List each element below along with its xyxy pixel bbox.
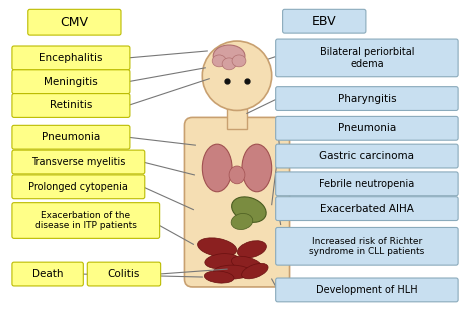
Text: Febrile neutropenia: Febrile neutropenia bbox=[319, 179, 415, 189]
Ellipse shape bbox=[213, 45, 245, 67]
FancyBboxPatch shape bbox=[184, 117, 290, 287]
FancyBboxPatch shape bbox=[28, 9, 121, 35]
FancyBboxPatch shape bbox=[12, 93, 130, 117]
Text: Pneumonia: Pneumonia bbox=[338, 123, 396, 133]
FancyBboxPatch shape bbox=[276, 197, 458, 220]
Text: Development of HLH: Development of HLH bbox=[316, 285, 418, 295]
Text: Prolonged cytopenia: Prolonged cytopenia bbox=[28, 182, 128, 192]
FancyBboxPatch shape bbox=[227, 108, 247, 129]
Text: Pneumonia: Pneumonia bbox=[42, 132, 100, 142]
Ellipse shape bbox=[229, 166, 245, 184]
Text: Death: Death bbox=[32, 269, 64, 279]
Text: Bilateral periorbital
edema: Bilateral periorbital edema bbox=[319, 47, 414, 69]
Text: Increased risk of Richter
syndrome in CLL patients: Increased risk of Richter syndrome in CL… bbox=[309, 236, 425, 256]
Ellipse shape bbox=[212, 55, 226, 67]
FancyBboxPatch shape bbox=[12, 150, 145, 174]
Text: Colitis: Colitis bbox=[108, 269, 140, 279]
Ellipse shape bbox=[205, 254, 239, 269]
Text: Meningitis: Meningitis bbox=[44, 77, 98, 87]
Ellipse shape bbox=[198, 238, 237, 257]
FancyBboxPatch shape bbox=[87, 262, 161, 286]
FancyBboxPatch shape bbox=[276, 39, 458, 77]
FancyBboxPatch shape bbox=[12, 175, 145, 199]
Circle shape bbox=[202, 41, 272, 111]
Text: EBV: EBV bbox=[312, 15, 337, 28]
FancyBboxPatch shape bbox=[276, 172, 458, 196]
Ellipse shape bbox=[231, 256, 262, 272]
Ellipse shape bbox=[237, 241, 266, 258]
Ellipse shape bbox=[213, 265, 251, 279]
Ellipse shape bbox=[242, 144, 272, 192]
FancyBboxPatch shape bbox=[276, 227, 458, 265]
Text: Gastric carcinoma: Gastric carcinoma bbox=[319, 151, 414, 161]
FancyBboxPatch shape bbox=[12, 125, 130, 149]
Text: Transverse myelitis: Transverse myelitis bbox=[31, 157, 126, 167]
Text: Exacerbated AIHA: Exacerbated AIHA bbox=[320, 204, 414, 214]
Ellipse shape bbox=[204, 271, 234, 283]
FancyBboxPatch shape bbox=[276, 278, 458, 302]
FancyBboxPatch shape bbox=[276, 116, 458, 140]
FancyBboxPatch shape bbox=[12, 203, 160, 238]
FancyBboxPatch shape bbox=[12, 46, 130, 70]
Ellipse shape bbox=[222, 58, 236, 70]
FancyBboxPatch shape bbox=[276, 87, 458, 111]
Text: Exacerbation of the
disease in ITP patients: Exacerbation of the disease in ITP patie… bbox=[35, 211, 137, 230]
FancyBboxPatch shape bbox=[12, 262, 83, 286]
FancyBboxPatch shape bbox=[12, 70, 130, 93]
Text: Retinitis: Retinitis bbox=[50, 100, 92, 111]
Text: Pharyngitis: Pharyngitis bbox=[337, 93, 396, 104]
Ellipse shape bbox=[232, 197, 266, 222]
Ellipse shape bbox=[242, 263, 268, 279]
Ellipse shape bbox=[202, 144, 232, 192]
FancyBboxPatch shape bbox=[283, 9, 366, 33]
Ellipse shape bbox=[232, 55, 246, 67]
Text: Encephalitis: Encephalitis bbox=[39, 53, 103, 63]
Ellipse shape bbox=[231, 214, 253, 230]
FancyBboxPatch shape bbox=[276, 144, 458, 168]
Text: CMV: CMV bbox=[60, 16, 88, 29]
